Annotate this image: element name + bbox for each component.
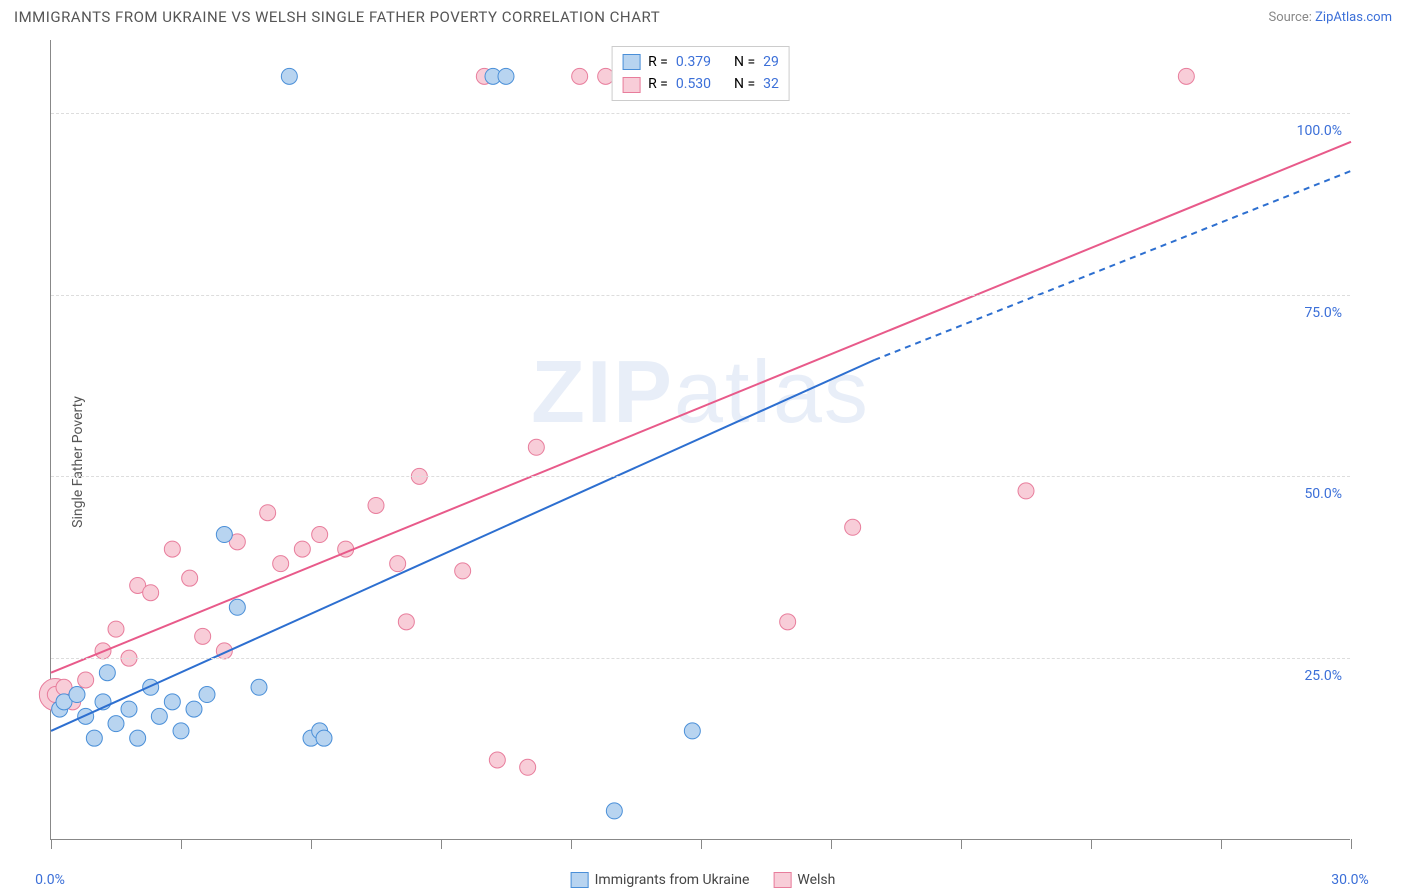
chart-container: Single Father Poverty ZIPatlas R = 0.379… <box>0 32 1406 892</box>
x-tick <box>961 839 962 849</box>
data-point <box>390 556 406 572</box>
swatch-welsh-icon <box>773 872 791 888</box>
data-point <box>1018 483 1034 499</box>
data-point <box>69 687 85 703</box>
y-tick-label: 25.0% <box>1304 668 1342 684</box>
data-point <box>229 599 245 615</box>
grid-line <box>51 476 1350 477</box>
data-point <box>164 541 180 557</box>
data-point <box>151 708 167 724</box>
plot-area: ZIPatlas R = 0.379 N = 29 R = 0.530 N = … <box>50 40 1350 840</box>
data-point <box>121 701 137 717</box>
x-tick-label: 30.0% <box>1331 872 1369 888</box>
swatch-ukraine <box>622 54 640 70</box>
data-point <box>316 730 332 746</box>
series-legend: Immigrants from Ukraine Welsh <box>571 872 836 888</box>
x-tick <box>51 839 52 849</box>
swatch-welsh <box>622 77 640 93</box>
data-point <box>1178 68 1194 84</box>
x-tick <box>571 839 572 849</box>
data-point <box>520 759 536 775</box>
x-tick <box>1091 839 1092 849</box>
legend-row-ukraine: R = 0.379 N = 29 <box>622 51 779 73</box>
r-value-ukraine: 0.379 <box>676 51 711 73</box>
data-point <box>195 628 211 644</box>
data-point <box>528 439 544 455</box>
x-tick <box>831 839 832 849</box>
legend-item-welsh: Welsh <box>773 872 835 888</box>
correlation-legend: R = 0.379 N = 29 R = 0.530 N = 32 <box>611 46 790 101</box>
data-point <box>173 723 189 739</box>
x-tick <box>181 839 182 849</box>
data-point <box>130 730 146 746</box>
n-value-ukraine: 29 <box>763 51 779 73</box>
x-tick <box>1351 839 1352 849</box>
x-tick <box>1221 839 1222 849</box>
data-point <box>143 679 159 695</box>
data-point <box>780 614 796 630</box>
grid-line <box>51 113 1350 114</box>
x-tick-label: 0.0% <box>35 872 65 888</box>
legend-item-ukraine: Immigrants from Ukraine <box>571 872 750 888</box>
data-point <box>260 505 276 521</box>
data-point <box>108 716 124 732</box>
r-value-welsh: 0.530 <box>676 73 711 95</box>
chart-header: IMMIGRANTS FROM UKRAINE VS WELSH SINGLE … <box>0 0 1406 30</box>
legend-row-welsh: R = 0.530 N = 32 <box>622 73 779 95</box>
trend-line-extrapolated <box>874 171 1351 360</box>
data-point <box>281 68 297 84</box>
data-point <box>182 570 198 586</box>
data-point <box>216 527 232 543</box>
source-link[interactable]: ZipAtlas.com <box>1315 10 1392 25</box>
y-tick-label: 100.0% <box>1297 123 1342 139</box>
y-tick-label: 75.0% <box>1304 305 1342 321</box>
x-tick <box>701 839 702 849</box>
data-point <box>108 621 124 637</box>
data-point <box>455 563 471 579</box>
data-point <box>489 752 505 768</box>
data-point <box>143 585 159 601</box>
trend-line <box>51 142 1351 673</box>
data-point <box>99 665 115 681</box>
data-point <box>572 68 588 84</box>
grid-line <box>51 295 1350 296</box>
n-value-welsh: 32 <box>763 73 779 95</box>
source-attribution: Source: ZipAtlas.com <box>1268 10 1392 25</box>
swatch-ukraine-icon <box>571 872 589 888</box>
data-point <box>606 803 622 819</box>
data-point <box>312 527 328 543</box>
data-point <box>368 497 384 513</box>
data-point <box>251 679 267 695</box>
data-point <box>498 68 514 84</box>
data-point <box>294 541 310 557</box>
chart-svg <box>51 40 1350 839</box>
data-point <box>273 556 289 572</box>
x-tick <box>311 839 312 849</box>
data-point <box>78 672 94 688</box>
data-point <box>845 519 861 535</box>
data-point <box>86 730 102 746</box>
data-point <box>199 687 215 703</box>
data-point <box>684 723 700 739</box>
x-tick <box>441 839 442 849</box>
data-point <box>186 701 202 717</box>
y-tick-label: 50.0% <box>1304 486 1342 502</box>
data-point <box>164 694 180 710</box>
chart-title: IMMIGRANTS FROM UKRAINE VS WELSH SINGLE … <box>14 8 660 26</box>
data-point <box>398 614 414 630</box>
grid-line <box>51 658 1350 659</box>
